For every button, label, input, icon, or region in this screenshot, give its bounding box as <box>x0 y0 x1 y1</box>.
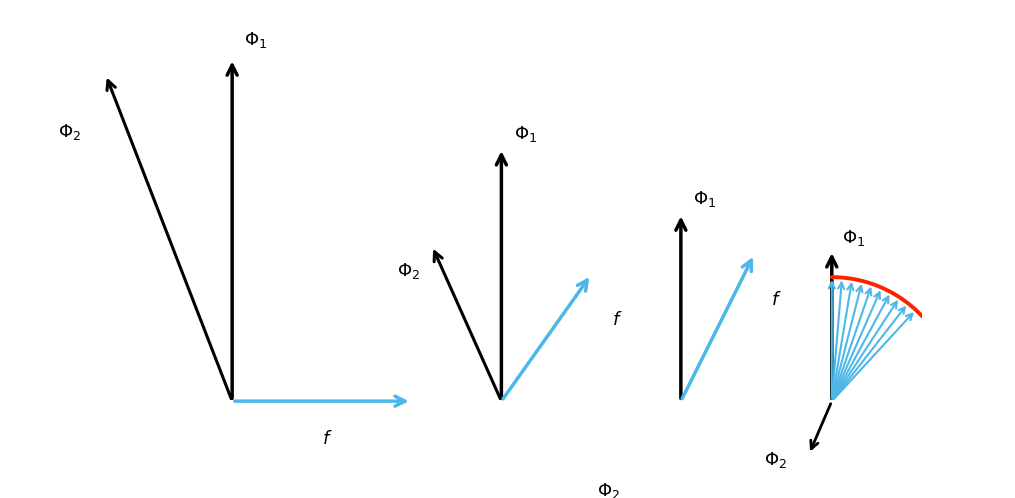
Text: $f$: $f$ <box>770 291 782 309</box>
Text: $f$: $f$ <box>322 430 333 448</box>
Text: $\Phi_1$: $\Phi_1$ <box>693 189 717 210</box>
Text: $\Phi_1$: $\Phi_1$ <box>841 228 865 248</box>
Text: $\Phi_1$: $\Phi_1$ <box>514 124 537 144</box>
Text: $\Phi_1$: $\Phi_1$ <box>245 30 268 50</box>
Text: $\Phi_2$: $\Phi_2$ <box>58 122 81 142</box>
Text: $\Phi_2$: $\Phi_2$ <box>397 260 420 280</box>
Text: $\Phi_2$: $\Phi_2$ <box>764 450 787 470</box>
Text: $\Phi_2$: $\Phi_2$ <box>597 481 620 498</box>
Text: $f$: $f$ <box>611 311 622 329</box>
